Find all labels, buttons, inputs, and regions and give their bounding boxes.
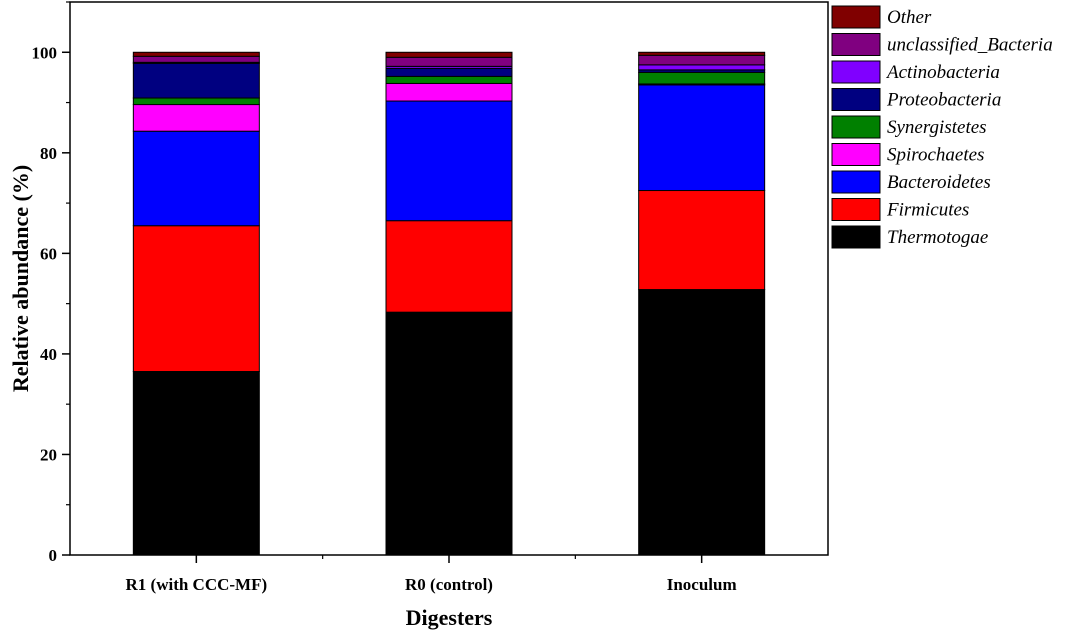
legend-label-spirochaetes: Spirochaetes: [887, 145, 984, 166]
bar-segment-unclassified-bacteria-1: [385, 56, 513, 67]
legend-swatch-firmicutes: [831, 198, 881, 221]
x-tick-label: R1 (with CCC-MF): [126, 575, 268, 594]
bar-segment-actinobacteria-2: [638, 64, 766, 71]
bar-segment-bacteroidetes-1: [385, 100, 513, 222]
legend-label-thermotogae: Thermotogae: [887, 227, 988, 248]
legend-label-unclassified-bacteria: unclassified_Bacteria: [887, 35, 1053, 56]
bars-layer: [132, 51, 766, 556]
bar-segment-synergistetes-2: [638, 71, 766, 85]
legend-label-synergistetes: Synergistetes: [887, 117, 987, 138]
bar-segment-unclassified-bacteria-0: [132, 55, 260, 63]
bar-segment-bacteroidetes-0: [132, 130, 260, 227]
y-tick-label: 40: [40, 345, 57, 364]
y-tick-label: 80: [40, 144, 57, 163]
bar-segment-synergistetes-1: [385, 75, 513, 84]
bar-segment-spirochaetes-0: [132, 104, 260, 132]
legend-label-proteobacteria: Proteobacteria: [886, 90, 1001, 111]
bar-segment-synergistetes-0: [132, 97, 260, 106]
legend-swatch-bacteroidetes: [831, 170, 881, 194]
legend-label-bacteroidetes: Bacteroidetes: [887, 172, 991, 193]
bar-segment-firmicutes-0: [132, 225, 260, 373]
legend-swatch-proteobacteria: [831, 88, 881, 111]
x-tick-label: Inoculum: [667, 575, 737, 594]
x-tick-label: R0 (control): [405, 575, 493, 594]
legend-swatch-synergistetes: [831, 115, 881, 139]
y-tick-label: 20: [40, 445, 57, 464]
bar-segment-firmicutes-1: [385, 220, 513, 313]
legend: Other unclassified_Bacteria Actinobacteria…: [831, 5, 1053, 249]
legend-label-actinobacteria: Actinobacteria: [885, 62, 1000, 83]
bar-segment-proteobacteria-1: [385, 67, 513, 77]
y-tick-label: 0: [49, 546, 58, 565]
y-axis-title: Relative abundance (%): [8, 165, 33, 392]
y-axis: 0 20 40 60 80 100: [32, 1, 70, 565]
bar-segment-bacteroidetes-2: [638, 84, 766, 192]
bar-segment-thermotogae-0: [132, 371, 260, 556]
bar-segment-spirochaetes-1: [385, 82, 513, 102]
legend-swatch-unclassified-bacteria: [831, 33, 881, 56]
legend-swatch-thermotogae: [831, 225, 881, 249]
legend-swatch-other: [831, 5, 881, 29]
bar-segment-other-1: [385, 51, 513, 58]
y-tick-label: 100: [32, 43, 58, 62]
legend-label-firmicutes: Firmicutes: [886, 200, 969, 221]
x-axis: R1 (with CCC-MF) R0 (control) Inoculum: [126, 555, 737, 594]
bar-segment-other-2: [638, 51, 766, 56]
y-tick-label: 60: [40, 244, 57, 263]
bar-segment-unclassified-bacteria-2: [638, 54, 766, 66]
bar-segment-thermotogae-1: [385, 311, 513, 556]
legend-swatch-spirochaetes: [831, 143, 881, 166]
x-axis-title: Digesters: [406, 605, 493, 630]
bar-segment-thermotogae-2: [638, 289, 766, 556]
bar-segment-firmicutes-2: [638, 190, 766, 291]
bar-segment-other-0: [132, 51, 260, 57]
bar-segment-proteobacteria-0: [132, 62, 260, 99]
legend-swatch-actinobacteria: [831, 60, 881, 84]
legend-label-other: Other: [887, 7, 932, 28]
